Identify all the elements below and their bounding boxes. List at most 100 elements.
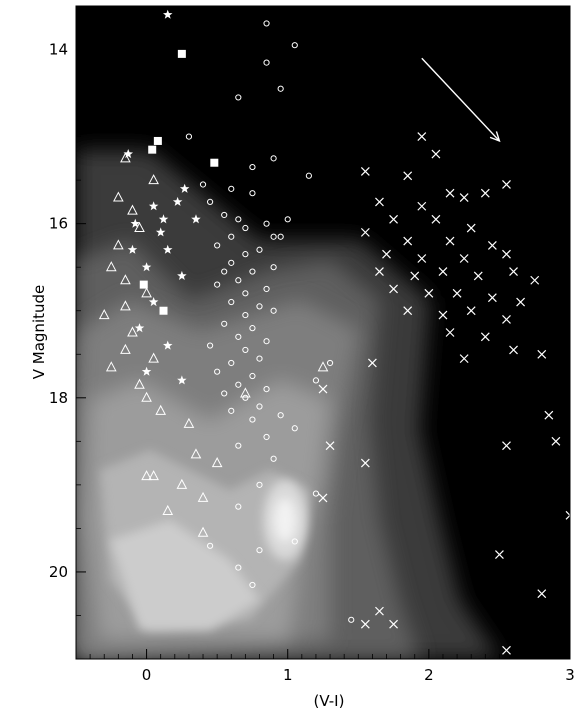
triangle-point-2 [113, 191, 124, 202]
x-point-36 [445, 328, 455, 337]
x-point-49 [565, 510, 570, 520]
circle-point-56 [235, 442, 242, 449]
circle-point-50 [249, 416, 256, 423]
triangle-point-4 [134, 221, 145, 233]
circle-point-20 [214, 242, 221, 249]
x-point-39 [459, 354, 469, 364]
x-point-8 [480, 188, 490, 198]
x-point-51 [375, 606, 384, 616]
x-point-21 [375, 267, 384, 276]
circle-point-36 [235, 333, 242, 340]
triangle-point-21 [141, 470, 152, 481]
circle-point-26 [235, 277, 242, 284]
circle-point-66 [348, 616, 355, 623]
x-point-35 [502, 315, 511, 324]
x-point-24 [473, 271, 483, 281]
circle-point-45 [263, 385, 270, 393]
circle-point-40 [256, 355, 263, 362]
density-contours [76, 150, 500, 659]
x-point-47 [544, 410, 554, 420]
circle-point-55 [263, 433, 270, 441]
circle-point-1 [291, 42, 298, 49]
triangle-point-18 [183, 417, 195, 428]
star-point-12 [141, 366, 152, 376]
star-point-4 [130, 218, 140, 228]
circle-point-17 [242, 224, 249, 232]
circle-point-7 [270, 155, 277, 162]
circle-point-57 [270, 455, 277, 462]
x-point-41 [367, 358, 377, 368]
triangle-point-12 [120, 343, 131, 354]
x-tick-label-2: 2 [424, 666, 434, 684]
triangle-point-15 [134, 378, 145, 389]
x-point-4 [445, 188, 455, 198]
star-point-0 [163, 9, 173, 19]
arrow-shaft [421, 57, 500, 142]
circle-point-2 [263, 59, 270, 66]
y-axis-title: V Magnitude [30, 285, 48, 380]
x-point-13 [360, 227, 370, 237]
circle-point-47 [242, 394, 249, 401]
circle-point-3 [277, 85, 284, 92]
triangle-point-14 [105, 361, 117, 372]
circle-point-31 [256, 303, 263, 310]
circle-point-64 [249, 581, 256, 589]
triangle-point-20 [211, 457, 223, 468]
star-point-5 [155, 227, 166, 237]
circle-point-11 [206, 198, 214, 205]
star-point-15 [158, 214, 169, 224]
x-point-2 [431, 149, 441, 159]
x-point-14 [403, 236, 413, 246]
star-point-9 [148, 297, 159, 307]
circle-point-54 [291, 425, 298, 432]
circle-point-53 [312, 377, 320, 384]
circle-point-21 [256, 246, 263, 253]
circle-point-14 [235, 216, 242, 223]
triangle-point-16 [141, 391, 152, 402]
circle-point-41 [228, 359, 235, 367]
x-point-22 [410, 271, 420, 281]
triangle-point-25 [162, 504, 174, 515]
x-point-40 [537, 349, 547, 359]
circle-point-51 [277, 412, 284, 419]
circle-point-46 [221, 390, 228, 397]
x-axis: 0 1 2 3 [75, 6, 575, 684]
circle-point-65 [291, 538, 298, 545]
x-point-1 [417, 132, 427, 142]
x-point-0 [360, 167, 370, 176]
triangle-point-22 [148, 470, 159, 481]
triangle-point-11 [127, 326, 138, 337]
circle-point-52 [326, 359, 334, 367]
circle-point-9 [199, 181, 207, 188]
x-point-33 [438, 310, 448, 320]
triangle-point-5 [113, 239, 124, 250]
star-point-3 [148, 201, 159, 211]
square-point-0 [177, 49, 186, 58]
y-tick-label-0: 14 [49, 41, 68, 59]
star-point-1 [123, 149, 133, 159]
star-point-13 [177, 375, 187, 385]
x-point-27 [389, 284, 398, 294]
star-point-14 [127, 244, 138, 254]
circle-point-62 [256, 547, 263, 554]
triangle-point-26 [197, 526, 209, 537]
x-point-23 [438, 267, 448, 276]
x-point-6 [417, 201, 427, 211]
triangle-point-23 [176, 478, 188, 489]
circle-point-23 [228, 259, 235, 266]
circle-point-68 [221, 268, 228, 275]
circle-point-18 [228, 233, 235, 240]
circle-point-29 [242, 290, 249, 297]
circle-point-28 [263, 285, 270, 293]
star-point-11 [163, 340, 173, 350]
square-point-3 [210, 158, 219, 167]
circle-point-10 [228, 185, 235, 192]
x-axis-title: (V-I) [314, 692, 345, 710]
x-point-48 [551, 436, 561, 446]
circle-point-37 [263, 338, 270, 345]
star-point-6 [163, 244, 173, 254]
circle-point-4 [235, 94, 242, 101]
y-tick-label-1: 16 [49, 215, 68, 233]
x-point-17 [382, 249, 391, 259]
